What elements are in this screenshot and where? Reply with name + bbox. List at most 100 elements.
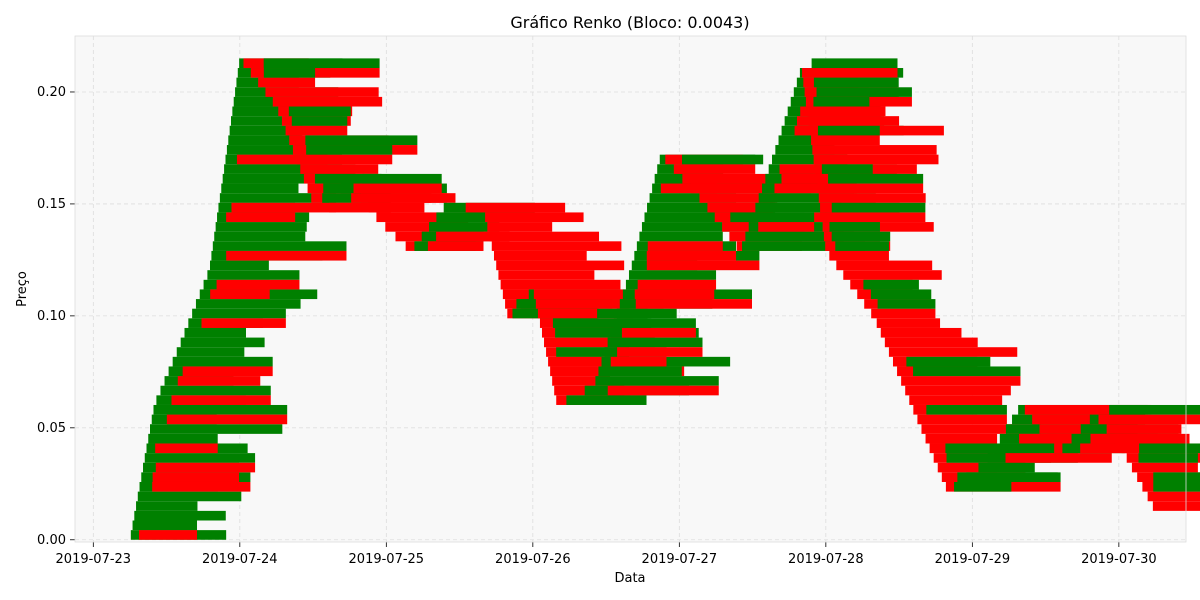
renko-brick-down xyxy=(537,308,598,319)
renko-brick-down xyxy=(884,337,978,348)
renko-brick-up xyxy=(993,443,1112,454)
renko-brick-down xyxy=(182,366,273,377)
renko-brick-up xyxy=(813,77,898,88)
renko-brick-up xyxy=(306,145,393,155)
renko-brick-up xyxy=(172,356,273,367)
renko-brick-down xyxy=(139,530,198,540)
renko-brick-up xyxy=(863,279,919,290)
renko-brick-down xyxy=(498,270,595,280)
renko-brick-down xyxy=(236,154,328,165)
renko-brick-up xyxy=(195,299,301,309)
x-tick-label: 2019-07-29 xyxy=(935,552,1011,567)
renko-brick-down xyxy=(699,193,778,203)
chart-title: Gráfico Renko (Bloco: 0.0043) xyxy=(510,13,749,32)
renko-brick-up xyxy=(226,145,328,155)
renko-brick-up xyxy=(681,154,756,165)
renko-brick-down xyxy=(1032,414,1119,425)
renko-brick-down xyxy=(871,308,936,319)
renko-brick-up xyxy=(926,404,1007,415)
renko-brick-up xyxy=(229,125,303,136)
renko-brick-up xyxy=(772,154,848,165)
renko-brick-up xyxy=(906,356,991,367)
renko-brick-up xyxy=(877,299,936,309)
renko-brick-up xyxy=(978,462,1035,473)
renko-brick-up xyxy=(644,212,719,223)
renko-brick-down xyxy=(818,193,926,203)
renko-brick-up xyxy=(263,58,380,69)
x-tick-label: 2019-07-24 xyxy=(202,552,278,567)
renko-brick-down xyxy=(155,462,256,473)
renko-brick-down xyxy=(925,433,998,444)
renko-brick-down xyxy=(493,250,587,261)
renko-brick-down xyxy=(265,87,379,97)
renko-brick-up xyxy=(132,520,198,531)
renko-brick-up xyxy=(946,453,1026,463)
renko-brick-down xyxy=(1114,433,1190,444)
renko-brick-down xyxy=(673,164,756,174)
renko-brick-down xyxy=(427,241,484,251)
renko-brick-down xyxy=(1098,414,1200,425)
renko-brick-up xyxy=(1109,404,1200,415)
renko-brick-down xyxy=(177,376,261,386)
y-tick-label: 0.15 xyxy=(37,197,66,212)
renko-brick-up xyxy=(233,96,290,107)
renko-brick-up xyxy=(429,222,500,232)
renko-brick-down xyxy=(1005,453,1112,463)
renko-brick-down xyxy=(533,289,631,300)
renko-brick-up xyxy=(598,366,682,377)
renko-brick-down xyxy=(155,443,218,454)
renko-brick-down xyxy=(1147,491,1200,502)
renko-brick-down xyxy=(385,222,469,232)
renko-brick-up xyxy=(813,96,870,107)
renko-brick-up xyxy=(436,212,494,223)
renko-brick-down xyxy=(901,376,1021,386)
renko-brick-up xyxy=(136,501,198,511)
renko-brick-up xyxy=(758,193,876,203)
renko-brick-down xyxy=(660,183,717,194)
renko-brick-down xyxy=(909,395,1003,405)
renko-brick-up xyxy=(224,164,356,174)
x-tick-label: 2019-07-26 xyxy=(495,552,571,567)
renko-brick-up xyxy=(232,106,310,117)
renko-brick-down xyxy=(779,164,848,174)
renko-brick-down xyxy=(548,356,629,367)
renko-brick-down xyxy=(485,212,584,223)
renko-brick-down xyxy=(921,424,1041,434)
renko-brick-down xyxy=(1152,501,1200,511)
renko-brick-up xyxy=(831,202,926,213)
renko-brick-down xyxy=(610,356,667,367)
renko-brick-down xyxy=(1106,424,1182,434)
renko-brick-up xyxy=(639,231,723,242)
renko-brick-up xyxy=(184,327,247,338)
renko-brick-up xyxy=(555,327,655,338)
renko-brick-down xyxy=(843,270,942,280)
renko-brick-down xyxy=(817,183,924,194)
renko-brick-up xyxy=(607,337,703,348)
renko-brick-up xyxy=(291,116,348,126)
renko-brick-down xyxy=(682,173,814,184)
renko-brick-up xyxy=(821,164,873,174)
renko-brick-up xyxy=(829,222,880,232)
renko-brick-up xyxy=(966,472,1058,482)
renko-brick-down xyxy=(465,202,566,213)
renko-brick-up xyxy=(214,231,306,242)
renko-brick-down xyxy=(152,481,251,492)
renko-brick-up xyxy=(137,491,242,502)
renko-brick-down xyxy=(917,414,1007,425)
renko-brick-down xyxy=(361,193,456,203)
renko-brick-down xyxy=(1039,424,1109,434)
renko-brick-up xyxy=(192,308,286,319)
renko-brick-down xyxy=(880,327,962,338)
renko-brick-down xyxy=(821,212,926,223)
renko-brick-down xyxy=(535,299,664,309)
x-axis-label: Data xyxy=(614,571,645,586)
plot-frame xyxy=(74,35,1187,543)
renko-brick-up xyxy=(649,193,737,203)
renko-brick-up xyxy=(221,183,299,194)
renko-brick-down xyxy=(487,222,553,232)
renko-brick-down xyxy=(646,260,760,271)
renko-brick-down xyxy=(807,106,870,117)
renko-brick-down xyxy=(368,202,425,213)
y-tick-label: 0.00 xyxy=(37,533,66,548)
